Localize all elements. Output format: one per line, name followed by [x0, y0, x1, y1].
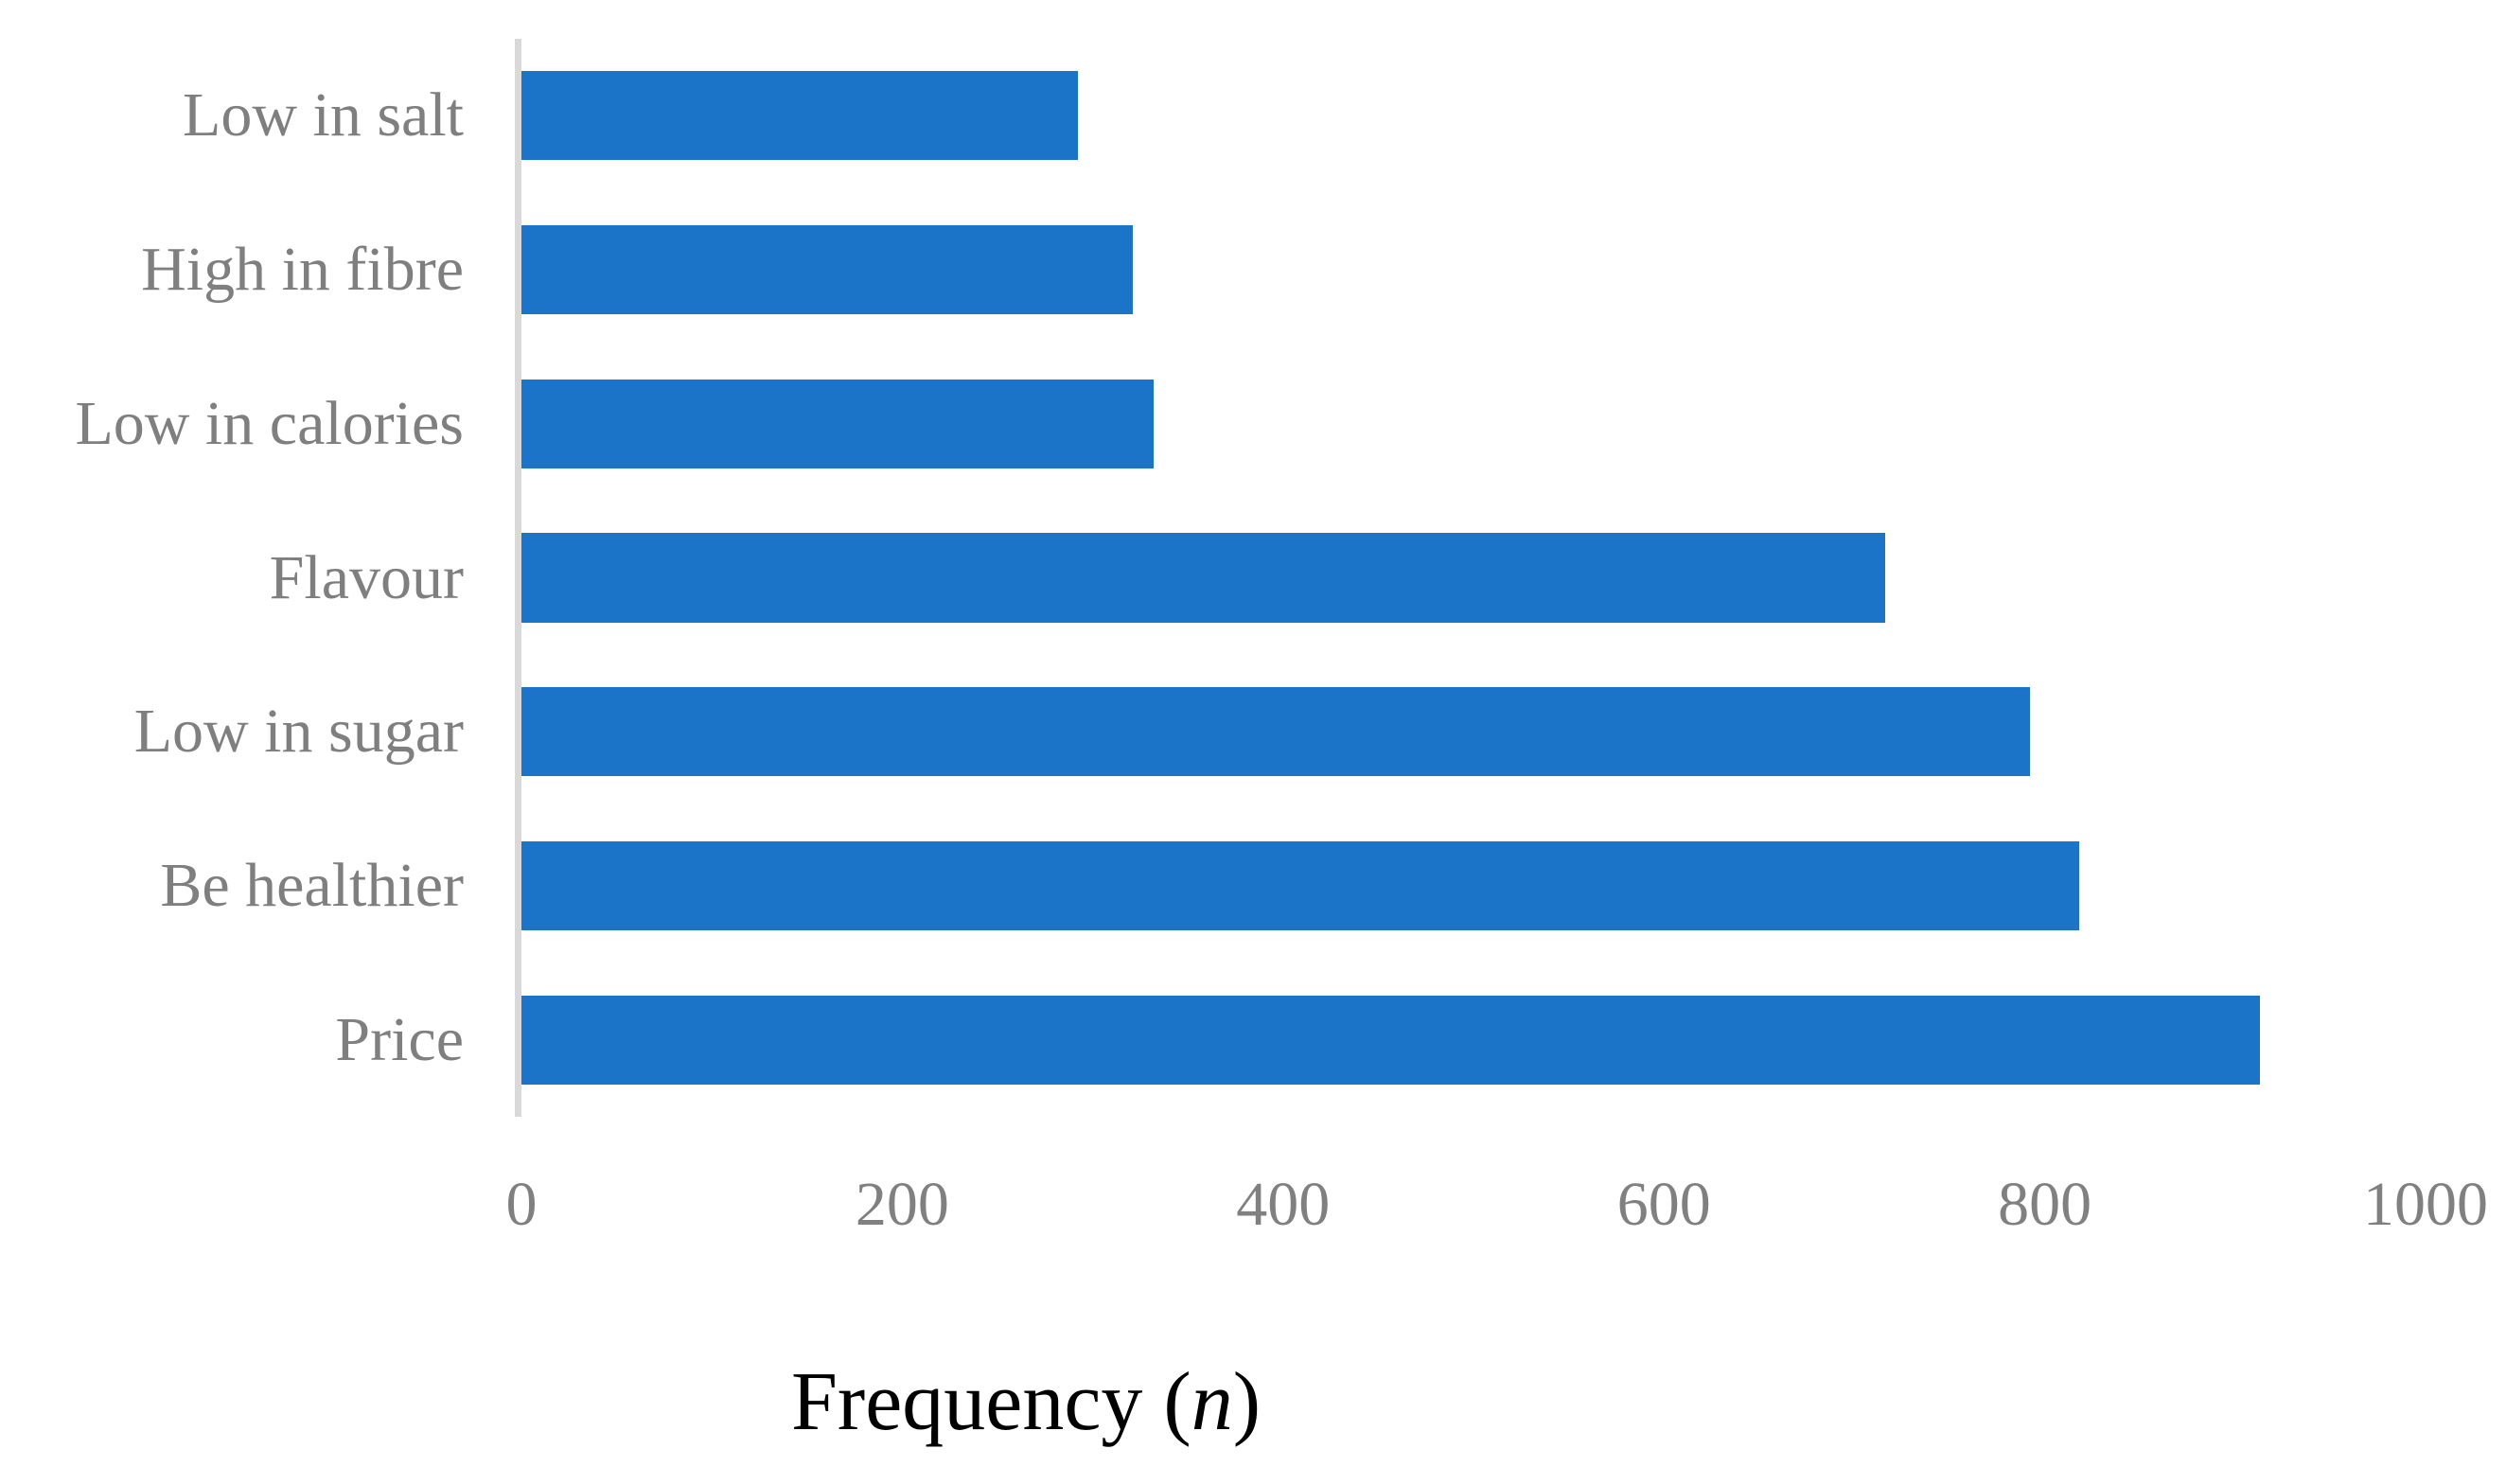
category-label-flavour: Flavour	[269, 542, 464, 612]
label-row-low-in-sugar: Low in sugar	[0, 655, 478, 809]
bar-row-low-in-sugar	[521, 655, 2426, 809]
label-row-flavour: Flavour	[0, 501, 478, 655]
bar-row-high-in-fibre	[521, 193, 2426, 347]
bar-low-in-sugar	[521, 687, 2030, 777]
label-row-high-in-fibre: High in fibre	[0, 193, 478, 347]
category-label-low-in-salt: Low in salt	[183, 80, 464, 150]
bar-high-in-fibre	[521, 225, 1133, 315]
category-label-low-in-sugar: Low in sugar	[133, 697, 464, 767]
category-label-low-in-calories: Low in calories	[75, 388, 464, 458]
category-label-price: Price	[335, 1004, 464, 1074]
x-tick-label-1000: 1000	[2363, 1170, 2488, 1239]
label-row-low-in-salt: Low in salt	[0, 39, 478, 193]
label-row-low-in-calories: Low in calories	[0, 346, 478, 501]
bar-low-in-salt	[521, 71, 1078, 161]
bar-row-flavour	[521, 501, 2426, 655]
x-axis-title-suffix: )	[1232, 1356, 1262, 1448]
bar-flavour	[521, 533, 1885, 623]
x-tick-label-800: 800	[1998, 1170, 2092, 1239]
bar-low-in-calories	[521, 379, 1154, 468]
x-tick-label-0: 0	[505, 1170, 538, 1239]
bar-row-low-in-salt	[521, 39, 2426, 193]
bar-price	[521, 995, 2260, 1085]
label-row-be-healthier: Be healthier	[0, 809, 478, 963]
bar-row-price	[521, 963, 2426, 1117]
x-tick-label-400: 400	[1236, 1170, 1331, 1239]
x-axis-title: Frequency (n)	[791, 1361, 1261, 1444]
plot-area	[521, 39, 2426, 1117]
label-row-price: Price	[0, 963, 478, 1117]
y-axis-line	[515, 39, 521, 1117]
bar-row-be-healthier	[521, 809, 2426, 963]
x-axis-tick-labels: 0 200 400 600 800 1000	[506, 1170, 2489, 1249]
category-axis-labels: Low in salt High in fibre Low in calories F…	[0, 39, 478, 1117]
x-tick-label-200: 200	[855, 1170, 949, 1239]
bar-row-low-in-calories	[521, 346, 2426, 501]
x-axis-title-prefix: Frequency (	[790, 1356, 1191, 1448]
category-label-be-healthier: Be healthier	[160, 850, 464, 920]
x-tick-label-600: 600	[1616, 1170, 1711, 1239]
bar-be-healthier	[521, 840, 2079, 930]
category-label-high-in-fibre: High in fibre	[141, 235, 464, 305]
x-axis-title-variable: n	[1191, 1356, 1233, 1448]
